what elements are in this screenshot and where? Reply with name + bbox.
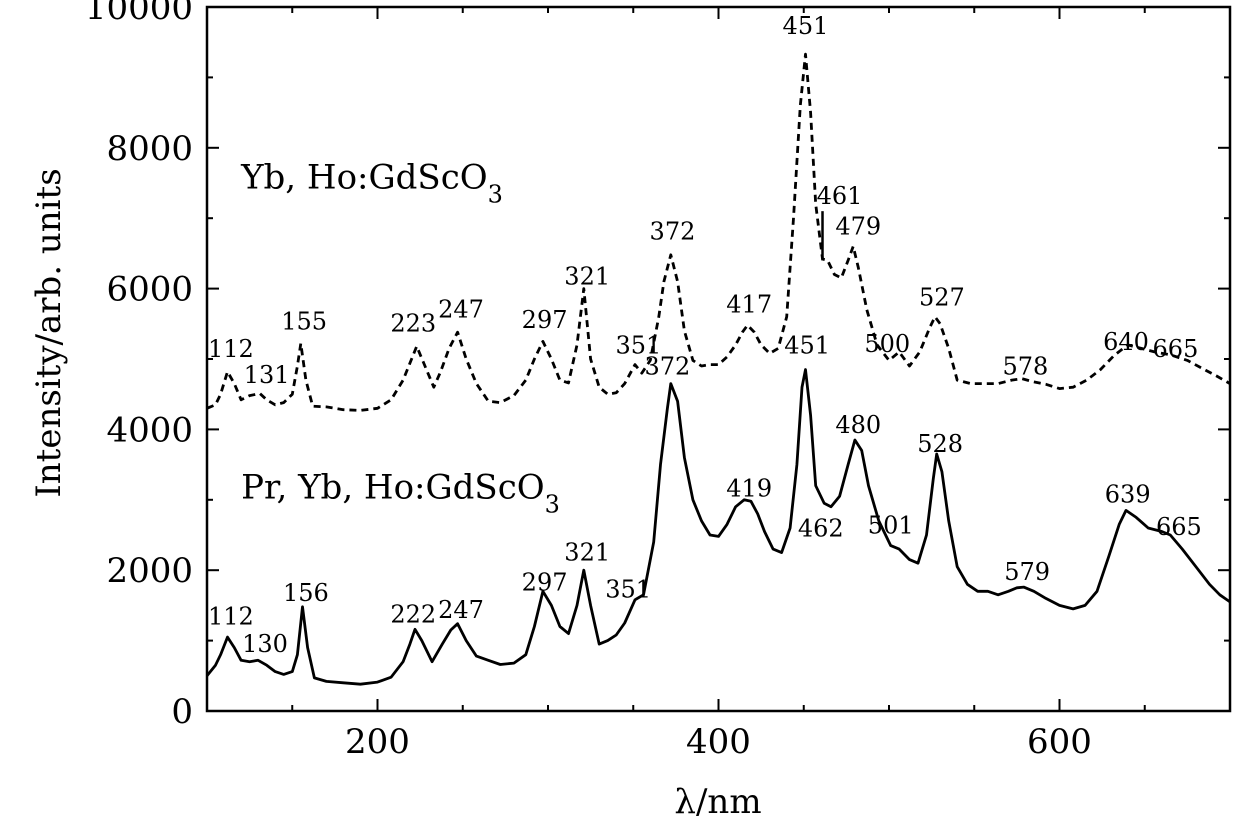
- peak-label: 297: [522, 306, 568, 334]
- peak-label: 156: [283, 579, 329, 607]
- axes-frame: [205, 5, 1232, 713]
- peak-label: 130: [242, 630, 288, 658]
- peak-label: 351: [615, 331, 661, 359]
- peak-label: 372: [644, 352, 690, 380]
- series-label-subscript: 3: [488, 181, 503, 209]
- series-label-subscript: 3: [545, 490, 560, 518]
- peak-label: 372: [650, 217, 696, 245]
- peak-label: 461: [817, 182, 863, 210]
- peak-label: 527: [919, 283, 965, 311]
- plot-frame: [205, 5, 1232, 713]
- peak-label: 665: [1153, 335, 1199, 363]
- peak-label: 462: [798, 514, 844, 542]
- peak-label: 351: [605, 576, 651, 604]
- peak-label: 112: [208, 602, 254, 630]
- series-line-pr-yb-ho: [207, 368, 1230, 686]
- y-tick-label: 8000: [106, 129, 193, 169]
- peak-label: 528: [917, 430, 963, 458]
- peak-label: 222: [390, 600, 436, 628]
- series-label-text: Pr, Yb, Ho:GdScO: [241, 467, 545, 507]
- peak-label: 501: [868, 512, 914, 540]
- series-label-yb-ho: Yb, Ho:GdScO3: [240, 158, 503, 209]
- y-tick-label: 4000: [106, 410, 193, 450]
- peak-label: 579: [1004, 558, 1050, 586]
- peak-label: 112: [208, 335, 254, 363]
- axis-ticks: [206, 6, 1231, 712]
- series-line-yb-ho: [207, 52, 1230, 412]
- y-tick-label: 6000: [106, 270, 193, 310]
- peak-label: 417: [726, 291, 772, 319]
- x-axis-title: λ/nm: [674, 782, 761, 822]
- peak-label: 665: [1156, 513, 1202, 541]
- peak-label: 640: [1103, 328, 1149, 356]
- peak-label: 500: [864, 330, 910, 358]
- peak-label: 479: [835, 212, 881, 240]
- peak-label: 451: [783, 12, 829, 40]
- peak-label: 321: [564, 538, 610, 566]
- x-tick-label: 400: [686, 722, 751, 762]
- peak-label: 223: [390, 310, 436, 338]
- series-label-pr-yb-ho: Pr, Yb, Ho:GdScO3: [241, 467, 560, 518]
- spectrum-curves: [207, 52, 1230, 686]
- peak-label: 247: [438, 295, 484, 323]
- peak-label: 451: [784, 331, 830, 359]
- peak-label: 639: [1105, 481, 1151, 509]
- peak-label: 297: [522, 569, 568, 597]
- peak-label: 578: [1002, 352, 1048, 380]
- peak-label: 480: [835, 411, 881, 439]
- x-tick-label: 200: [345, 722, 410, 762]
- y-tick-label: 2000: [106, 551, 193, 591]
- peak-label: 247: [438, 596, 484, 624]
- peak-label: 321: [564, 262, 610, 290]
- peak-label: 419: [726, 474, 772, 502]
- series-label-text: Yb, Ho:GdScO: [240, 158, 488, 198]
- y-tick-label: 10000: [85, 0, 193, 28]
- x-tick-label: 600: [1027, 722, 1092, 762]
- peak-label: 155: [281, 307, 327, 335]
- peak-label: 131: [244, 361, 290, 389]
- y-tick-label: 0: [171, 692, 193, 732]
- y-axis-title: Intensity/arb. units: [29, 168, 69, 497]
